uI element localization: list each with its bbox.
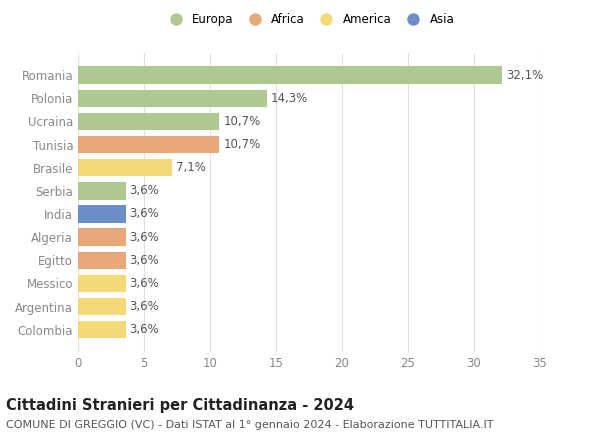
Text: Cittadini Stranieri per Cittadinanza - 2024: Cittadini Stranieri per Cittadinanza - 2… (6, 398, 354, 413)
Bar (78, 298, 125, 315)
Text: 3,6%: 3,6% (130, 254, 159, 267)
Bar (78, 228, 125, 246)
Text: 3,6%: 3,6% (130, 208, 159, 220)
Bar (78, 275, 125, 292)
Bar (78, 159, 172, 176)
Bar (78, 182, 125, 199)
Text: 10,7%: 10,7% (223, 115, 260, 128)
Text: 32,1%: 32,1% (506, 69, 543, 81)
Bar (78, 90, 267, 107)
Text: 3,6%: 3,6% (130, 184, 159, 197)
Bar (78, 136, 219, 153)
Bar (78, 321, 125, 338)
Text: 3,6%: 3,6% (130, 277, 159, 290)
Bar (78, 66, 502, 84)
Bar (78, 113, 219, 130)
Text: 3,6%: 3,6% (130, 323, 159, 336)
Legend: Europa, Africa, America, Asia: Europa, Africa, America, Asia (161, 11, 457, 29)
Bar (78, 205, 125, 223)
Text: 7,1%: 7,1% (176, 161, 206, 174)
Bar (78, 252, 125, 269)
Text: 3,6%: 3,6% (130, 300, 159, 313)
Text: 10,7%: 10,7% (223, 138, 260, 151)
Text: COMUNE DI GREGGIO (VC) - Dati ISTAT al 1° gennaio 2024 - Elaborazione TUTTITALIA: COMUNE DI GREGGIO (VC) - Dati ISTAT al 1… (6, 420, 493, 430)
Text: 14,3%: 14,3% (271, 92, 308, 105)
Text: 3,6%: 3,6% (130, 231, 159, 244)
